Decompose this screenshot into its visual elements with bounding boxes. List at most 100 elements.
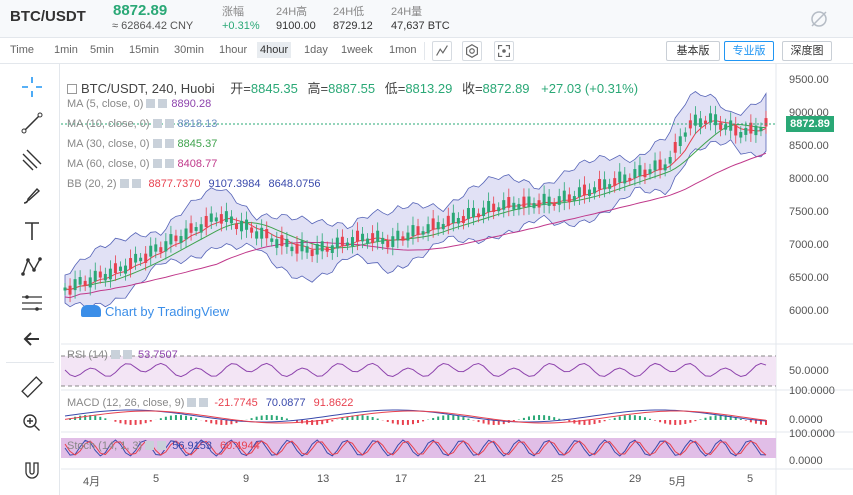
change-value: +27.03 (+0.31%) [541,81,639,96]
pitchfork-icon[interactable] [19,146,45,172]
legend-macd[interactable]: MACD (12, 26, close, 9) -21.7745 70.0877 91… [67,397,353,409]
macd-histogram-bar [255,416,258,420]
interval-time[interactable]: Time [10,44,35,56]
candle-body [572,196,576,201]
zoom-in-icon[interactable] [19,410,45,436]
close-icon[interactable] [164,159,174,168]
candle-body [391,236,395,247]
view-basic-button[interactable]: 基本版 [666,41,720,61]
bollinger-band [64,91,767,309]
close-icon[interactable] [164,139,174,148]
ruler-icon[interactable] [19,374,45,400]
brush-icon[interactable] [19,182,45,208]
text-tool-icon[interactable] [19,218,45,244]
chart-area[interactable]: BTC/USDT, 240, Huobi 开=8845.35 高=8887.55… [61,64,853,495]
legend-ma10[interactable]: MA (10, close, 0) 8818.13 [67,118,217,130]
gear-icon[interactable] [110,350,120,359]
macd-histogram-bar [220,420,223,425]
current-price-tag: 8872.89 [786,116,834,132]
candle-body [335,237,339,249]
legend-stoch[interactable]: Stoch (14, 1, 3) 56.9153 60.4944 [67,440,260,452]
gear-icon[interactable] [146,99,156,108]
legend-ma30[interactable]: MA (30, close, 0) 8845.37 [67,138,217,150]
crosshair-icon[interactable] [19,74,45,100]
legend-stoch-d: 60.4944 [219,440,260,452]
macd-histogram-bar [467,418,470,420]
candle-body [507,197,511,208]
gear-icon[interactable] [152,159,162,168]
close-icon[interactable] [199,398,209,407]
close-icon[interactable] [131,179,141,188]
candle-body [108,268,112,280]
macd-histogram-bar [462,417,465,420]
macd-histogram-bar [543,415,546,420]
interval-5min[interactable]: 5min [90,44,114,56]
interval-1mon[interactable]: 1mon [389,44,417,56]
interval-30min[interactable]: 30min [174,44,204,56]
macd-histogram-bar [754,420,757,424]
collapse-legend-icon[interactable] [67,84,77,94]
candle-body [149,245,153,257]
fullscreen-icon[interactable] [494,41,514,61]
interval-1week[interactable]: 1week [341,44,373,56]
interval-4hour[interactable]: 4hour [257,42,292,58]
interval-1hour[interactable]: 1hour [219,44,248,56]
macd-histogram-bar [341,418,344,420]
tradingview-watermark[interactable]: Chart by TradingView [81,304,229,319]
candle-body [401,236,405,241]
view-pro-button[interactable]: 专业版 [724,41,774,61]
fib-retracement-icon[interactable] [19,290,45,316]
close-label: 收= [461,81,483,96]
candle-body [315,244,319,255]
candle-body [250,227,254,233]
legend-ma5[interactable]: MA (5, close, 0) 8890.28 [67,98,211,110]
macd-histogram-bar [205,420,208,422]
candle-body [441,223,445,230]
chart-type-icon[interactable] [432,41,452,61]
macd-histogram-bar [593,420,596,425]
macd-histogram-bar [548,415,551,420]
close-icon[interactable] [122,350,132,359]
candle-body [502,200,506,210]
legend-ma5-name: MA (5, close, 0) [67,98,144,110]
settings-icon[interactable] [462,41,482,61]
legend-rsi[interactable]: RSI (14) 53.7507 [67,349,178,361]
macd-histogram-bar [588,420,591,425]
trend-line-icon[interactable] [19,110,45,136]
pattern-icon[interactable] [19,254,45,280]
candle-body [234,223,238,230]
magnet-icon[interactable] [19,458,45,484]
close-icon[interactable] [158,99,168,108]
candle-body [113,263,117,274]
price-chart-canvas[interactable] [61,64,853,495]
hide-chart-icon[interactable] [808,8,830,30]
macd-histogram-bar [270,415,273,420]
interval-15min[interactable]: 15min [129,44,159,56]
macd-histogram-bar [684,420,687,425]
price-axis-label: 6000.00 [789,305,829,317]
time-axis-label: 21 [474,473,487,485]
gear-icon[interactable] [187,398,197,407]
gear-icon[interactable] [152,139,162,148]
view-depth-button[interactable]: 深度图 [782,41,832,61]
candle-body [587,189,591,196]
candle-body [290,246,294,252]
gear-icon[interactable] [145,441,155,450]
candle-body [340,236,344,246]
macd-histogram-bar [734,417,737,420]
interval-1min[interactable]: 1min [54,44,78,56]
open-label: 开= [230,81,251,96]
close-icon[interactable] [157,441,167,450]
close-icon[interactable] [164,119,174,128]
candle-body [658,159,662,171]
back-arrow-icon[interactable] [19,326,45,352]
interval-1day[interactable]: 1day [304,44,328,56]
price-axis-label: 8000.00 [789,173,829,185]
stat-value-high: 9100.00 [276,20,316,32]
macd-histogram-bar [114,420,117,422]
legend-ma60[interactable]: MA (60, close, 0) 8408.77 [67,158,217,170]
gear-icon[interactable] [152,119,162,128]
gear-icon[interactable] [119,179,129,188]
legend-bb[interactable]: BB (20, 2) 8877.7370 9107.3984 8648.0756 [67,178,321,190]
macd-histogram-bar [533,415,536,420]
